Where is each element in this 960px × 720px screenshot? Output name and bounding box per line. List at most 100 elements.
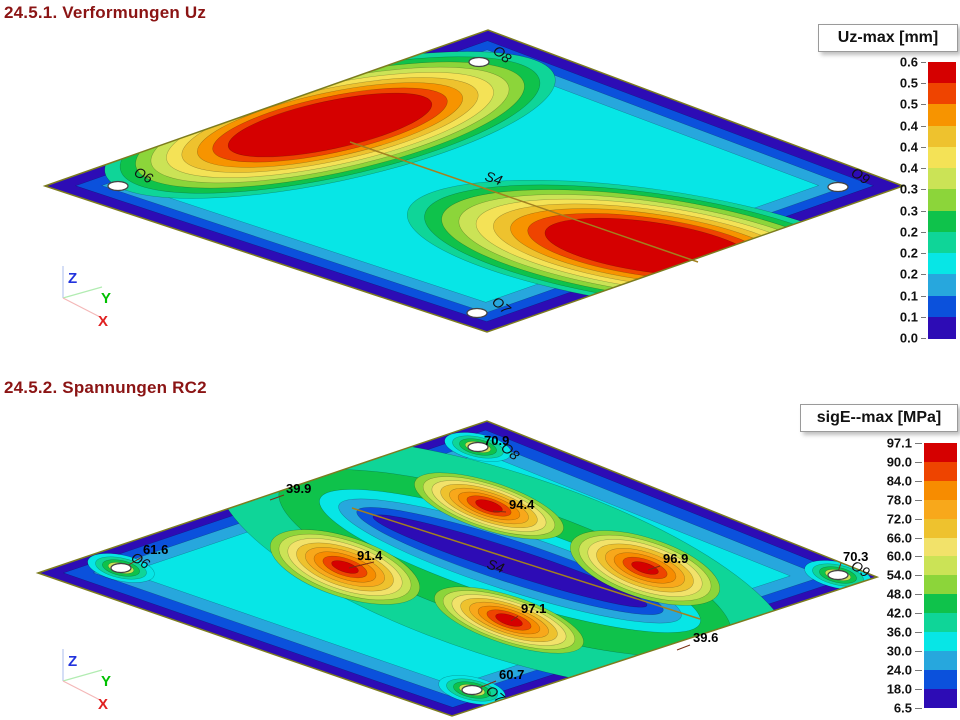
x-axis-line: [62, 680, 101, 701]
z-axis-label: Z: [68, 270, 77, 287]
value-label-bottom-edge: 39.6: [693, 630, 718, 645]
member-line-s4: [349, 141, 699, 263]
member-label-s4: S4: [483, 168, 505, 189]
legend-value-label: 84.0: [886, 473, 912, 489]
plate-outline: [42, 29, 906, 333]
legend-value-label: 18.0: [886, 681, 912, 697]
legend-color-band: [924, 650, 957, 671]
legend-color-band: [924, 518, 957, 539]
legend-value-label: 0.6: [899, 54, 918, 70]
legend-value-label: 42.0: [886, 605, 912, 621]
member-line-s4: [351, 507, 701, 620]
legend-value-label: 0.1: [899, 288, 918, 304]
node-marker-o6: [107, 180, 129, 192]
legend-tick: [915, 613, 922, 615]
legend-value-label: 0.4: [899, 118, 918, 134]
x-axis-line: [62, 297, 101, 318]
legend-color-band: [928, 316, 956, 339]
contour-band: [227, 92, 433, 158]
contour-band: [372, 514, 648, 608]
leader-lines: [126, 447, 842, 689]
legend-color-band: [924, 443, 957, 463]
legend-color-band: [928, 146, 956, 169]
legend-color-band: [924, 537, 957, 557]
node-marker-o8: [468, 56, 490, 68]
legend-value-label: 0.4: [899, 139, 918, 155]
deformation-contour-field: [45, 30, 903, 332]
legend-tick: [915, 556, 922, 558]
x-axis-label: X: [98, 696, 108, 713]
legend-color-band: [924, 499, 957, 520]
legend-value-label: 0.3: [899, 203, 918, 219]
legend-tick: [915, 480, 922, 482]
legend-value-label: 0.5: [899, 96, 918, 112]
legend-value-label: 6.5: [893, 700, 912, 716]
legend-color-band: [928, 168, 956, 190]
legend-value-label: 0.2: [899, 245, 918, 261]
node-label-o6: O6: [132, 164, 156, 187]
legend-tick: [915, 688, 922, 690]
legend-color-band: [924, 480, 957, 501]
value-label-top-edge: 39.9: [286, 481, 311, 496]
legend-value-label: 0.3: [899, 181, 918, 197]
section-title-deformations: 24.5.1. Verformungen Uz: [4, 3, 207, 22]
stress-hotspot-band: [475, 499, 503, 513]
legend-value-label: 0.2: [899, 266, 918, 282]
legend-tick: [921, 146, 926, 148]
legend-color-band: [924, 669, 957, 690]
value-label-node-o8: 70.9: [484, 433, 509, 448]
legend-uz-max: Uz-max [mm] 0.6 0.5 0.5 0.4 0.4 0.4 0.3 0.3 0.2 0…: [818, 24, 958, 350]
node-marker-o8: [467, 441, 489, 453]
node-marker-o9: [827, 181, 849, 193]
legend-title-text: Uz-max [mm]: [837, 29, 939, 46]
member-label-s4: S4: [485, 556, 506, 577]
legend-tick: [915, 594, 922, 596]
legend-value-label: 24.0: [886, 662, 912, 678]
legend-color-band: [928, 62, 956, 84]
stress-hotspot-band: [331, 560, 359, 574]
legend-tick: [921, 125, 926, 127]
legend-tick: [921, 62, 926, 63]
legend-color-band: [928, 231, 956, 254]
legend-tick: [921, 83, 926, 85]
stress-hotspots: [269, 472, 721, 654]
legend-tick: [921, 104, 926, 106]
legend-color-band: [928, 83, 956, 106]
axis-triad: Z Y X: [62, 649, 111, 713]
legend-tick: [921, 168, 926, 170]
legend-color-band: [928, 210, 956, 233]
legend-tick: [921, 253, 926, 255]
section-title-stresses: 24.5.2. Spannungen RC2: [4, 378, 207, 397]
stress-contour-field: [38, 421, 877, 716]
value-label-mid-left: 91.4: [357, 548, 383, 563]
value-label-node-o9: 70.3: [843, 549, 868, 564]
legend-value-label: 54.0: [886, 567, 912, 583]
node-marker-o6: [110, 562, 132, 574]
legend-tick: [921, 274, 926, 276]
legend-value-label: 48.0: [886, 586, 912, 602]
node-marker-o7: [466, 307, 488, 319]
legend-value-label: 30.0: [886, 643, 912, 659]
legend-tick: [915, 443, 922, 444]
legend-color-band: [928, 104, 956, 127]
legend-tick: [915, 669, 922, 671]
legend-tick: [915, 650, 922, 652]
legend-color-band: [924, 613, 957, 633]
legend-tick: [915, 575, 922, 577]
stress-hotspot-band: [631, 561, 659, 575]
legend-tick: [915, 707, 922, 709]
y-axis-label: Y: [101, 673, 111, 690]
legend-color-band: [924, 632, 957, 652]
x-axis-label: X: [98, 313, 108, 330]
legend-tick: [921, 295, 926, 297]
legend-value-label: 72.0: [886, 511, 912, 527]
legend-value-label: 0.4: [899, 160, 918, 176]
value-label-node-o6: 61.6: [143, 542, 168, 557]
legend-tick: [921, 316, 926, 318]
legend-color-band: [928, 295, 956, 318]
legend-tick: [915, 461, 922, 463]
legend-tick: [915, 632, 922, 633]
legend-colorbar: 0.6 0.5 0.5 0.4 0.4 0.4 0.3 0.3 0.2 0.2 0.2 0.1 0.1 0…: [818, 55, 958, 350]
legend-color-band: [924, 556, 957, 576]
